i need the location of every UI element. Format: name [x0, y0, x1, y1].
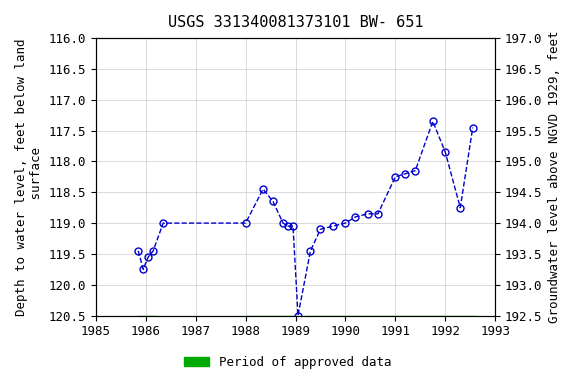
Y-axis label: Groundwater level above NGVD 1929, feet: Groundwater level above NGVD 1929, feet	[548, 31, 561, 323]
Legend: Period of approved data: Period of approved data	[179, 351, 397, 374]
Title: USGS 331340081373101 BW- 651: USGS 331340081373101 BW- 651	[168, 15, 423, 30]
Y-axis label: Depth to water level, feet below land
 surface: Depth to water level, feet below land su…	[15, 38, 43, 316]
